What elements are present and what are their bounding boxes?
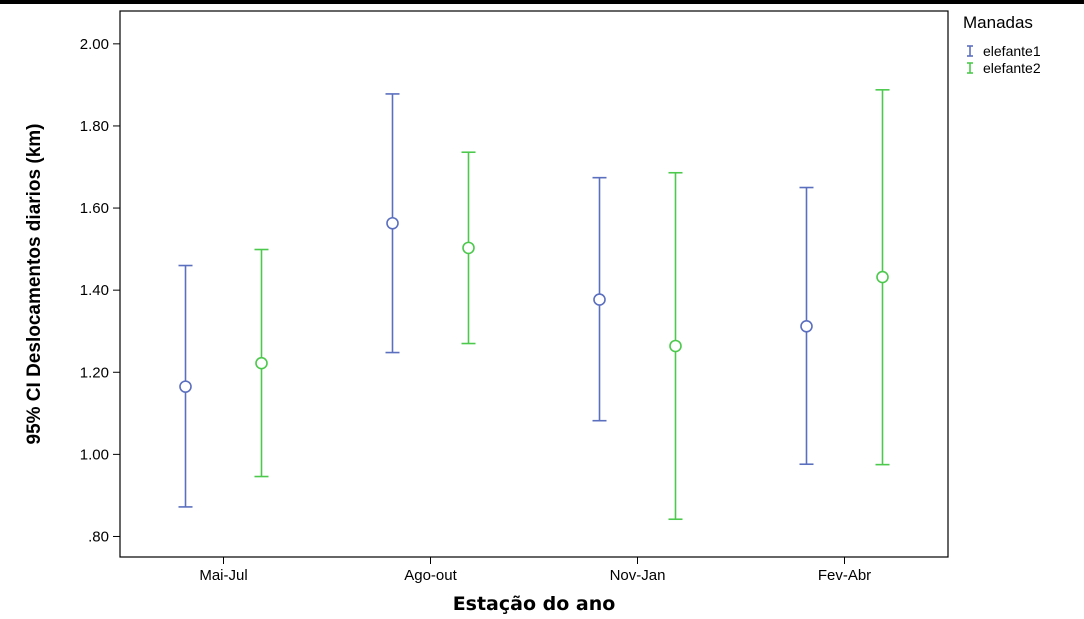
mean-point <box>462 241 475 255</box>
legend-item-elefante1: elefante1 <box>967 43 1041 59</box>
legend-title: Manadas <box>963 13 1033 32</box>
x-tick-label: Fev-Abr <box>818 567 871 584</box>
legend-label: elefante1 <box>983 43 1041 59</box>
legend-item-elefante2: elefante2 <box>967 60 1041 76</box>
legend-label: elefante2 <box>983 60 1041 76</box>
x-axis: Mai-Jul Ago-out Nov-Jan Fev-Abr <box>199 557 871 584</box>
mean-point <box>255 356 268 370</box>
y-tick-label: 1.20 <box>80 364 109 381</box>
mean-point <box>179 380 192 393</box>
y-axis-title: 95% CI Deslocamentos diarios (km) <box>24 124 45 445</box>
top-border-bar <box>0 0 1084 4</box>
x-tick-label: Ago-out <box>404 567 457 584</box>
plot-area-frame <box>119 10 949 558</box>
series-elefante2 <box>254 89 890 521</box>
mean-point <box>876 270 889 284</box>
y-tick-label: 1.60 <box>80 200 109 217</box>
y-tick-label: .80 <box>88 528 109 545</box>
x-tick-label: Nov-Jan <box>610 567 666 584</box>
x-tick-label: Mai-Jul <box>199 567 247 584</box>
series-layer <box>178 89 890 521</box>
x-axis-title: Estação do ano <box>453 593 616 615</box>
mean-point <box>800 319 813 333</box>
y-tick-label: 1.40 <box>80 282 109 299</box>
series-elefante1 <box>178 93 814 508</box>
y-axis: .80 1.00 1.20 1.40 1.60 1.80 2.00 <box>80 36 120 545</box>
mean-point <box>593 293 606 306</box>
mean-point <box>669 339 682 353</box>
mean-point <box>386 216 399 230</box>
y-tick-label: 1.80 <box>80 118 109 135</box>
y-tick-label: 2.00 <box>80 36 109 53</box>
y-tick-label: 1.00 <box>80 446 109 463</box>
